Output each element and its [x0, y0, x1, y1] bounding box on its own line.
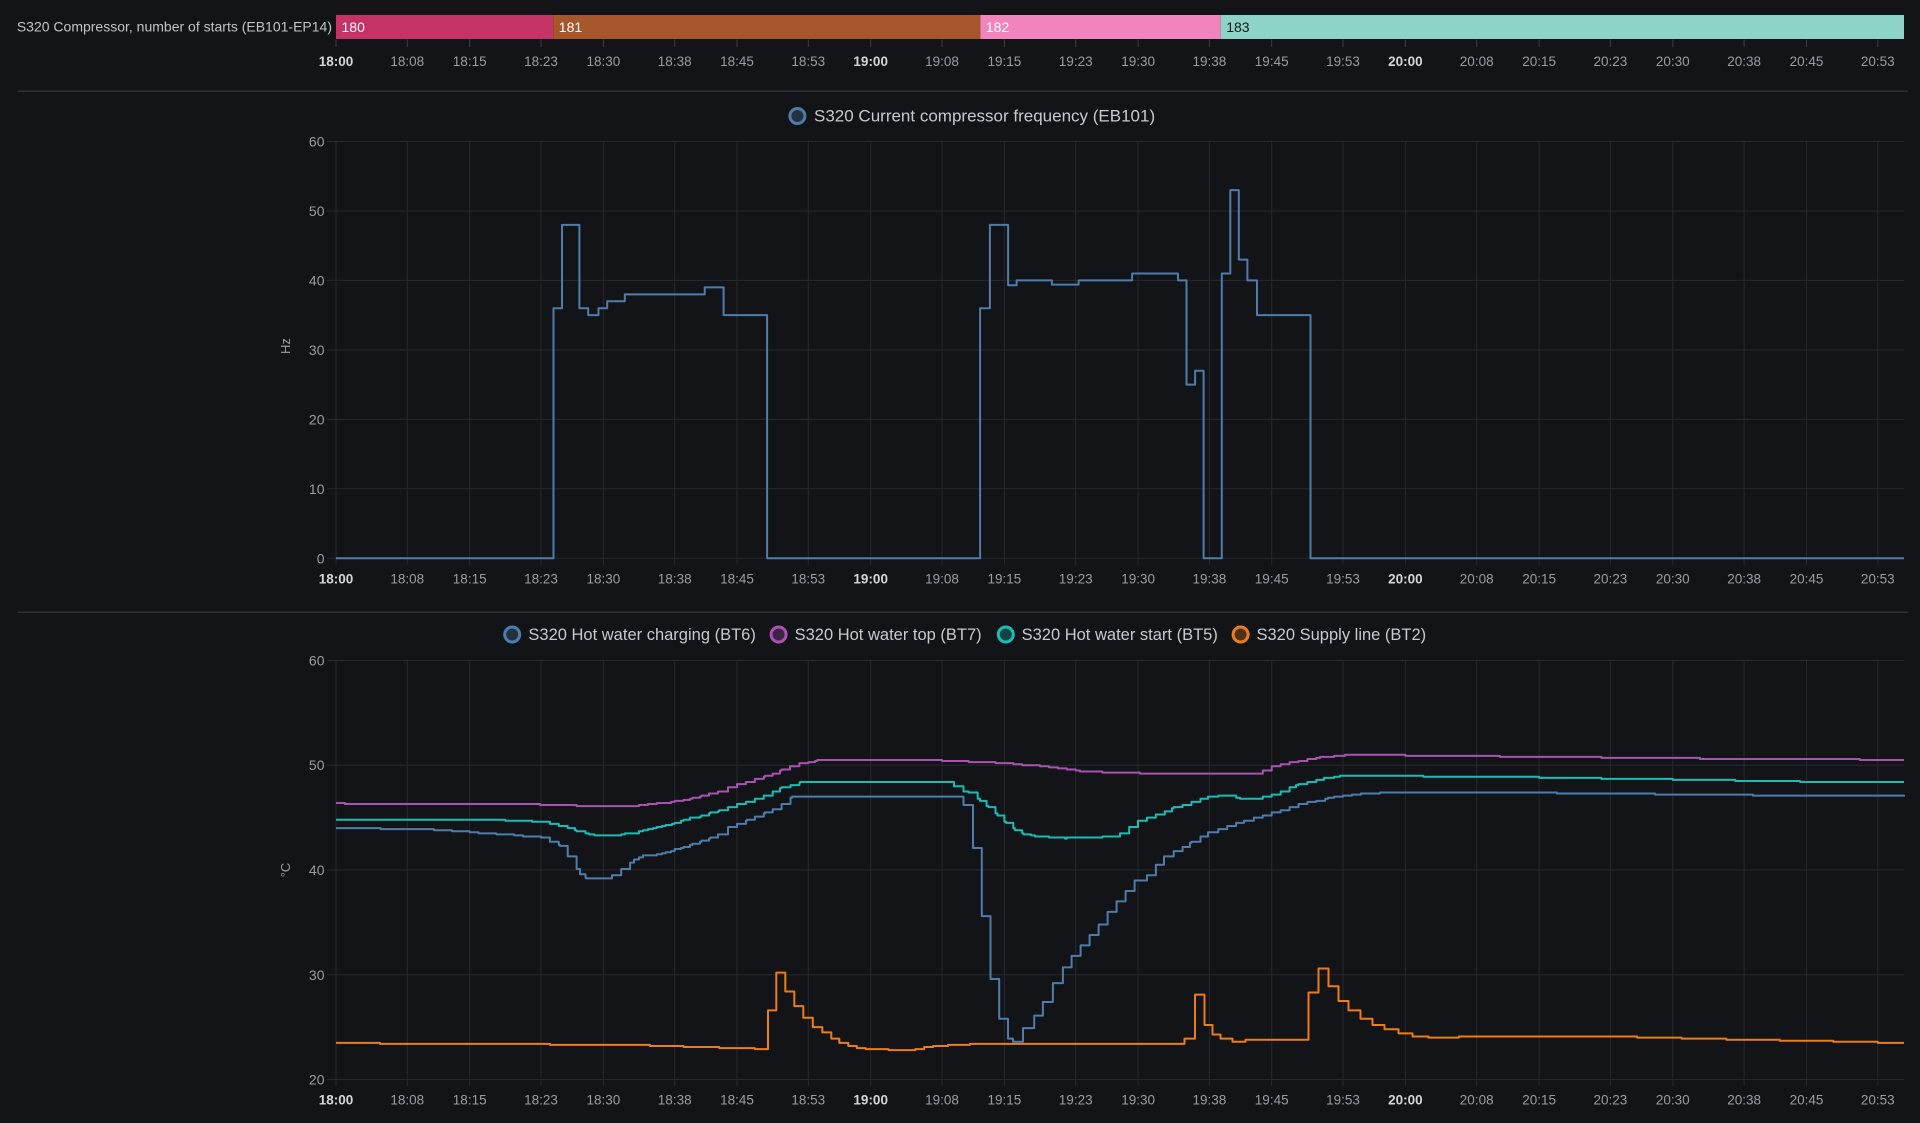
svg-text:19:08: 19:08 [925, 54, 959, 69]
svg-text:19:38: 19:38 [1193, 572, 1227, 587]
svg-text:20:00: 20:00 [1388, 54, 1423, 69]
svg-text:20:53: 20:53 [1861, 1093, 1895, 1108]
svg-text:20:23: 20:23 [1594, 572, 1628, 587]
svg-text:19:15: 19:15 [988, 572, 1022, 587]
svg-text:18:45: 18:45 [720, 1093, 754, 1108]
svg-text:18:23: 18:23 [524, 54, 558, 69]
svg-text:20:38: 20:38 [1727, 1093, 1761, 1108]
svg-text:30: 30 [309, 967, 325, 983]
svg-text:20:53: 20:53 [1861, 572, 1895, 587]
svg-text:19:00: 19:00 [853, 572, 888, 587]
svg-text:20:15: 20:15 [1522, 54, 1556, 69]
svg-text:20:38: 20:38 [1727, 572, 1761, 587]
svg-text:18:08: 18:08 [390, 1093, 424, 1108]
svg-text:S320 Supply line (BT2): S320 Supply line (BT2) [1257, 626, 1427, 644]
svg-text:20:30: 20:30 [1656, 1093, 1690, 1108]
svg-text:19:08: 19:08 [925, 572, 959, 587]
svg-text:18:08: 18:08 [390, 572, 424, 587]
svg-text:18:53: 18:53 [791, 1093, 825, 1108]
svg-text:18:53: 18:53 [791, 572, 825, 587]
svg-text:20: 20 [309, 411, 325, 427]
svg-text:19:23: 19:23 [1059, 54, 1093, 69]
svg-text:20:45: 20:45 [1790, 572, 1824, 587]
svg-text:60: 60 [309, 653, 325, 669]
svg-text:19:45: 19:45 [1255, 54, 1289, 69]
svg-text:19:38: 19:38 [1193, 1093, 1227, 1108]
svg-text:S320 Hot water start (BT5): S320 Hot water start (BT5) [1022, 626, 1218, 644]
svg-text:18:15: 18:15 [453, 54, 487, 69]
svg-text:182: 182 [986, 19, 1010, 35]
svg-text:S320 Compressor, number of sta: S320 Compressor, number of starts (EB101… [17, 19, 332, 35]
svg-text:20:08: 20:08 [1460, 1093, 1494, 1108]
svg-text:40: 40 [309, 272, 325, 288]
svg-text:18:15: 18:15 [453, 572, 487, 587]
svg-text:19:45: 19:45 [1255, 572, 1289, 587]
svg-text:19:30: 19:30 [1121, 54, 1155, 69]
svg-text:20:53: 20:53 [1861, 54, 1895, 69]
svg-text:20:30: 20:30 [1656, 54, 1690, 69]
svg-text:S320 Hot water charging (BT6): S320 Hot water charging (BT6) [528, 626, 755, 644]
svg-text:S320 Hot water top (BT7): S320 Hot water top (BT7) [795, 626, 982, 644]
svg-text:20:08: 20:08 [1460, 54, 1494, 69]
svg-text:S320 Current compressor freque: S320 Current compressor frequency (EB101… [814, 107, 1155, 126]
svg-text:20:45: 20:45 [1790, 54, 1824, 69]
svg-text:60: 60 [309, 134, 325, 150]
svg-text:50: 50 [309, 203, 325, 219]
svg-text:20:08: 20:08 [1460, 572, 1494, 587]
svg-text:19:30: 19:30 [1121, 572, 1155, 587]
svg-text:19:45: 19:45 [1255, 1093, 1289, 1108]
svg-text:20:45: 20:45 [1790, 1093, 1824, 1108]
svg-text:19:53: 19:53 [1326, 54, 1360, 69]
svg-text:0: 0 [317, 550, 325, 566]
svg-text:20:15: 20:15 [1522, 572, 1556, 587]
svg-text:180: 180 [342, 19, 366, 35]
svg-text:18:38: 18:38 [658, 1093, 692, 1108]
svg-text:20:23: 20:23 [1594, 1093, 1628, 1108]
svg-text:20:15: 20:15 [1522, 1093, 1556, 1108]
svg-text:20:23: 20:23 [1594, 54, 1628, 69]
svg-text:10: 10 [309, 481, 325, 497]
svg-text:30: 30 [309, 342, 325, 358]
svg-text:18:30: 18:30 [587, 1093, 621, 1108]
svg-text:18:38: 18:38 [658, 54, 692, 69]
svg-text:50: 50 [309, 757, 325, 773]
svg-text:20:38: 20:38 [1727, 54, 1761, 69]
svg-text:18:15: 18:15 [453, 1093, 487, 1108]
svg-text:18:30: 18:30 [587, 572, 621, 587]
svg-text:183: 183 [1226, 19, 1250, 35]
svg-text:18:30: 18:30 [587, 54, 621, 69]
svg-text:18:38: 18:38 [658, 572, 692, 587]
svg-text:19:23: 19:23 [1059, 1093, 1093, 1108]
svg-text:18:23: 18:23 [524, 572, 558, 587]
svg-text:19:53: 19:53 [1326, 1093, 1360, 1108]
svg-text:18:08: 18:08 [390, 54, 424, 69]
svg-text:19:00: 19:00 [853, 1093, 888, 1108]
svg-text:19:08: 19:08 [925, 1093, 959, 1108]
svg-text:18:00: 18:00 [319, 572, 354, 587]
svg-text:18:23: 18:23 [524, 1093, 558, 1108]
svg-text:19:53: 19:53 [1326, 572, 1360, 587]
svg-text:18:00: 18:00 [319, 1093, 354, 1108]
svg-text:18:45: 18:45 [720, 54, 754, 69]
svg-text:19:38: 19:38 [1193, 54, 1227, 69]
svg-text:19:00: 19:00 [853, 54, 888, 69]
svg-text:19:30: 19:30 [1121, 1093, 1155, 1108]
svg-text:19:15: 19:15 [988, 1093, 1022, 1108]
svg-text:19:23: 19:23 [1059, 572, 1093, 587]
svg-text:40: 40 [309, 862, 325, 878]
svg-text:18:45: 18:45 [720, 572, 754, 587]
svg-text:18:53: 18:53 [791, 54, 825, 69]
svg-text:18:00: 18:00 [319, 54, 354, 69]
svg-text:20:00: 20:00 [1388, 1093, 1423, 1108]
svg-text:19:15: 19:15 [988, 54, 1022, 69]
svg-text:20:30: 20:30 [1656, 572, 1690, 587]
svg-text:181: 181 [559, 19, 583, 35]
svg-text:20: 20 [309, 1072, 325, 1088]
svg-text:Hz: Hz [278, 338, 293, 354]
svg-text:20:00: 20:00 [1388, 572, 1423, 587]
svg-text:°C: °C [278, 863, 293, 878]
